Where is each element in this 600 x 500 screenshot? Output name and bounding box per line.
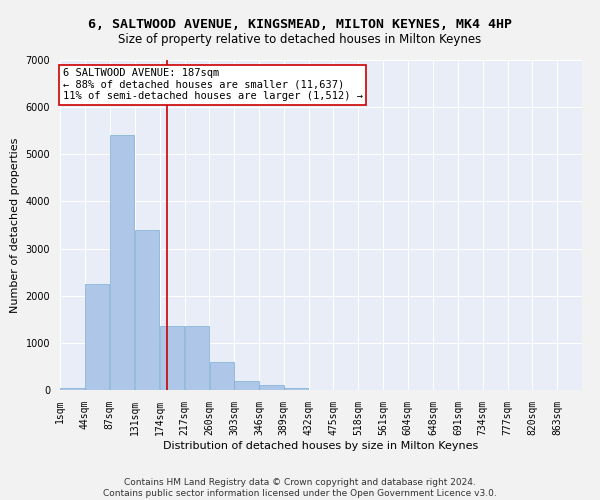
Bar [235,380,259,390]
Y-axis label: Number of detached properties: Number of detached properties [10,138,20,312]
Bar [60,388,85,390]
Text: 6 SALTWOOD AVENUE: 187sqm
← 88% of detached houses are smaller (11,637)
11% of s: 6 SALTWOOD AVENUE: 187sqm ← 88% of detac… [62,68,362,102]
Text: 6, SALTWOOD AVENUE, KINGSMEAD, MILTON KEYNES, MK4 4HP: 6, SALTWOOD AVENUE, KINGSMEAD, MILTON KE… [88,18,512,30]
Bar [110,136,134,390]
Bar [160,326,184,390]
Bar [259,386,284,390]
Text: Size of property relative to detached houses in Milton Keynes: Size of property relative to detached ho… [118,32,482,46]
Bar [185,326,209,390]
X-axis label: Distribution of detached houses by size in Milton Keynes: Distribution of detached houses by size … [163,440,479,450]
Bar [135,230,160,390]
Bar [209,362,234,390]
Bar [284,388,308,390]
Text: Contains HM Land Registry data © Crown copyright and database right 2024.
Contai: Contains HM Land Registry data © Crown c… [103,478,497,498]
Bar [85,284,109,390]
